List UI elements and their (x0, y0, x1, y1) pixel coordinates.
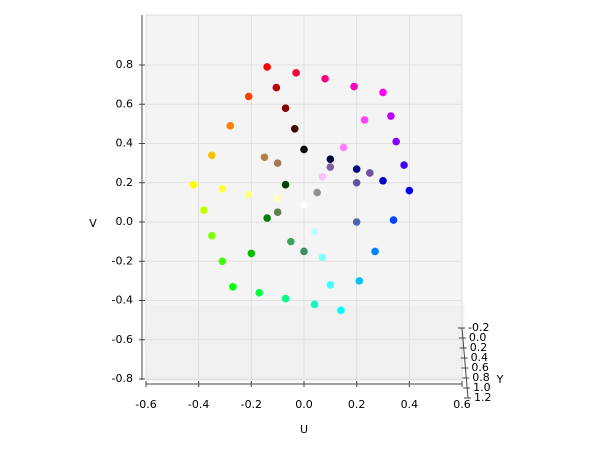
point (310, 228, 319, 236)
point (229, 282, 237, 291)
point (200, 206, 208, 215)
point (339, 143, 348, 152)
point (405, 186, 414, 195)
y-tick-label: 0.0 (116, 215, 134, 228)
point (389, 216, 398, 224)
point (300, 145, 308, 154)
point (281, 180, 290, 189)
y-tick-label: 0.4 (116, 137, 134, 150)
point (255, 288, 264, 297)
point (310, 300, 319, 309)
point (360, 116, 369, 124)
point (292, 69, 300, 77)
point (318, 173, 327, 181)
point (387, 112, 395, 120)
point (287, 237, 295, 246)
z-tick-label: 0.2 (470, 341, 488, 354)
x-tick-label: 0.2 (348, 398, 366, 411)
point (337, 306, 345, 315)
point (189, 180, 198, 189)
point (326, 281, 335, 289)
y-tick-label: 0.2 (116, 176, 134, 189)
point (400, 161, 408, 169)
point (326, 163, 335, 171)
x-tick-label: -0.2 (241, 398, 262, 411)
x-tick-label: 0.4 (401, 398, 419, 411)
x-axis-label: U (300, 423, 308, 436)
point (326, 155, 335, 163)
x-tick-label: -0.6 (135, 398, 156, 411)
point (300, 247, 308, 256)
y-tick-label: -0.4 (112, 294, 133, 307)
point (263, 214, 271, 222)
y-tick-label: 0.6 (116, 97, 134, 110)
z-tick-label: -0.2 (468, 321, 489, 334)
point (313, 188, 321, 197)
x-tick-label: 0.0 (295, 398, 313, 411)
point (208, 151, 216, 160)
point (371, 247, 379, 256)
point (379, 176, 387, 185)
z-tick-label: 0.4 (471, 351, 489, 364)
point (226, 122, 235, 130)
point (281, 104, 290, 112)
point (273, 208, 282, 216)
y-tick-label: -0.8 (112, 372, 133, 385)
y-axis-label: V (89, 217, 97, 230)
z-tick-label: 0.6 (471, 361, 489, 374)
point (263, 63, 271, 71)
point (290, 124, 299, 133)
point (208, 231, 216, 240)
point (272, 83, 281, 92)
point (273, 159, 282, 167)
point (379, 88, 387, 97)
point (244, 190, 253, 199)
y-tick-label: -0.2 (112, 254, 133, 267)
z-tick-label: 0.0 (469, 331, 487, 344)
point (300, 200, 308, 209)
point (281, 294, 290, 303)
point (260, 153, 269, 162)
point (352, 178, 361, 187)
y-tick-label: 0.8 (116, 58, 134, 71)
point (352, 218, 361, 226)
z-axis-line (461, 327, 469, 399)
floor-pane (146, 305, 465, 380)
point (244, 92, 253, 101)
point (366, 169, 374, 177)
x-tick-label: -0.4 (188, 398, 209, 411)
point (392, 137, 400, 146)
point (355, 277, 364, 285)
point (321, 74, 329, 83)
point (352, 165, 361, 173)
point (218, 257, 227, 266)
z-axis-label: Y (496, 373, 504, 386)
z-tick-label: 0.8 (472, 371, 490, 384)
point (350, 82, 358, 91)
z-tick-label: 1.2 (474, 391, 492, 404)
z-tick-label: 1.0 (473, 381, 491, 394)
point (318, 253, 327, 262)
point (273, 194, 282, 203)
x-tick-label: 0.6 (453, 398, 471, 411)
y-tick-label: -0.6 (112, 333, 133, 346)
point (218, 184, 227, 193)
point (247, 249, 256, 258)
